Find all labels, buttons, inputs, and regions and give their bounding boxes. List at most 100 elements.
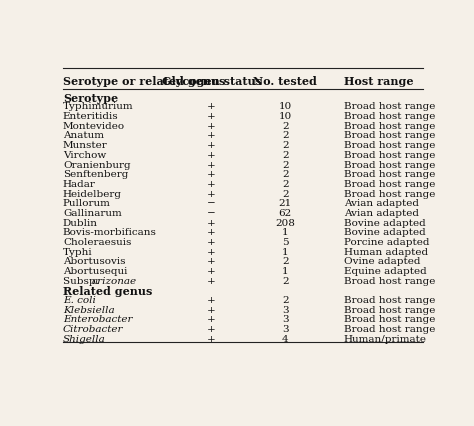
- Text: Ovine adapted: Ovine adapted: [344, 257, 420, 266]
- Text: Munster: Munster: [63, 141, 108, 150]
- Text: Broad host range: Broad host range: [344, 315, 435, 324]
- Text: 2: 2: [282, 190, 289, 199]
- Text: Virchow: Virchow: [63, 151, 106, 160]
- Text: Broad host range: Broad host range: [344, 151, 435, 160]
- Text: −: −: [207, 209, 216, 218]
- Text: +: +: [207, 132, 216, 141]
- Text: Human adapted: Human adapted: [344, 248, 428, 256]
- Text: 3: 3: [282, 325, 289, 334]
- Text: Broad host range: Broad host range: [344, 141, 435, 150]
- Text: 5: 5: [282, 238, 289, 247]
- Text: Typhi: Typhi: [63, 248, 92, 256]
- Text: Broad host range: Broad host range: [344, 276, 435, 286]
- Text: Broad host range: Broad host range: [344, 190, 435, 199]
- Text: Broad host range: Broad host range: [344, 103, 435, 112]
- Text: Serotype: Serotype: [63, 93, 118, 104]
- Text: Typhimurium: Typhimurium: [63, 103, 134, 112]
- Text: 3: 3: [282, 306, 289, 315]
- Text: +: +: [207, 267, 216, 276]
- Text: Klebsiella: Klebsiella: [63, 306, 115, 315]
- Text: Broad host range: Broad host range: [344, 132, 435, 141]
- Text: Senftenberg: Senftenberg: [63, 170, 128, 179]
- Text: 3: 3: [282, 315, 289, 324]
- Text: +: +: [207, 228, 216, 237]
- Text: Hadar: Hadar: [63, 180, 96, 189]
- Text: +: +: [207, 315, 216, 324]
- Text: +: +: [207, 103, 216, 112]
- Text: Broad host range: Broad host range: [344, 170, 435, 179]
- Text: Subsp.: Subsp.: [63, 276, 102, 286]
- Text: Broad host range: Broad host range: [344, 122, 435, 131]
- Text: 21: 21: [279, 199, 292, 208]
- Text: 1: 1: [282, 248, 289, 256]
- Text: Choleraesuis: Choleraesuis: [63, 238, 131, 247]
- Text: Shigella: Shigella: [63, 335, 106, 344]
- Text: Broad host range: Broad host range: [344, 112, 435, 121]
- Text: Abortusovis: Abortusovis: [63, 257, 126, 266]
- Text: Related genus: Related genus: [63, 286, 152, 297]
- Text: Serotype or related genus: Serotype or related genus: [63, 76, 225, 87]
- Text: Bovis-morbificans: Bovis-morbificans: [63, 228, 157, 237]
- Text: +: +: [207, 276, 216, 286]
- Text: +: +: [207, 248, 216, 256]
- Text: +: +: [207, 190, 216, 199]
- Text: +: +: [207, 151, 216, 160]
- Text: 2: 2: [282, 132, 289, 141]
- Text: −: −: [207, 199, 216, 208]
- Text: +: +: [207, 335, 216, 344]
- Text: 2: 2: [282, 122, 289, 131]
- Text: 2: 2: [282, 170, 289, 179]
- Text: Bovine adapted: Bovine adapted: [344, 228, 426, 237]
- Text: Abortusequi: Abortusequi: [63, 267, 128, 276]
- Text: 2: 2: [282, 257, 289, 266]
- Text: +: +: [207, 219, 216, 227]
- Text: +: +: [207, 141, 216, 150]
- Text: Pullorum: Pullorum: [63, 199, 111, 208]
- Text: 2: 2: [282, 276, 289, 286]
- Text: arizonae: arizonae: [91, 276, 137, 286]
- Text: 1: 1: [282, 267, 289, 276]
- Text: 2: 2: [282, 180, 289, 189]
- Text: Montevideo: Montevideo: [63, 122, 125, 131]
- Text: Equine adapted: Equine adapted: [344, 267, 427, 276]
- Text: Anatum: Anatum: [63, 132, 104, 141]
- Text: 2: 2: [282, 161, 289, 170]
- Text: Citrobacter: Citrobacter: [63, 325, 123, 334]
- Text: Broad host range: Broad host range: [344, 325, 435, 334]
- Text: 2: 2: [282, 151, 289, 160]
- Text: Avian adapted: Avian adapted: [344, 209, 419, 218]
- Text: Broad host range: Broad host range: [344, 296, 435, 305]
- Text: 10: 10: [279, 103, 292, 112]
- Text: Oranienburg: Oranienburg: [63, 161, 130, 170]
- Text: Dublin: Dublin: [63, 219, 98, 227]
- Text: +: +: [207, 112, 216, 121]
- Text: 1: 1: [282, 228, 289, 237]
- Text: Broad host range: Broad host range: [344, 161, 435, 170]
- Text: Porcine adapted: Porcine adapted: [344, 238, 429, 247]
- Text: +: +: [207, 296, 216, 305]
- Text: 2: 2: [282, 141, 289, 150]
- Text: +: +: [207, 325, 216, 334]
- Text: +: +: [207, 161, 216, 170]
- Text: 208: 208: [275, 219, 295, 227]
- Text: Glycogen status: Glycogen status: [162, 76, 262, 87]
- Text: 62: 62: [279, 209, 292, 218]
- Text: Human/primate: Human/primate: [344, 335, 427, 344]
- Text: No. tested: No. tested: [253, 76, 317, 87]
- Text: Host range: Host range: [344, 76, 413, 87]
- Text: Avian adapted: Avian adapted: [344, 199, 419, 208]
- Text: Broad host range: Broad host range: [344, 180, 435, 189]
- Text: Bovine adapted: Bovine adapted: [344, 219, 426, 227]
- Text: 4: 4: [282, 335, 289, 344]
- Text: E. coli: E. coli: [63, 296, 96, 305]
- Text: +: +: [207, 122, 216, 131]
- Text: Gallinarum: Gallinarum: [63, 209, 122, 218]
- Text: +: +: [207, 306, 216, 315]
- Text: +: +: [207, 180, 216, 189]
- Text: 2: 2: [282, 296, 289, 305]
- Text: Heidelberg: Heidelberg: [63, 190, 122, 199]
- Text: +: +: [207, 238, 216, 247]
- Text: Enterobacter: Enterobacter: [63, 315, 132, 324]
- Text: Enteritidis: Enteritidis: [63, 112, 118, 121]
- Text: Broad host range: Broad host range: [344, 306, 435, 315]
